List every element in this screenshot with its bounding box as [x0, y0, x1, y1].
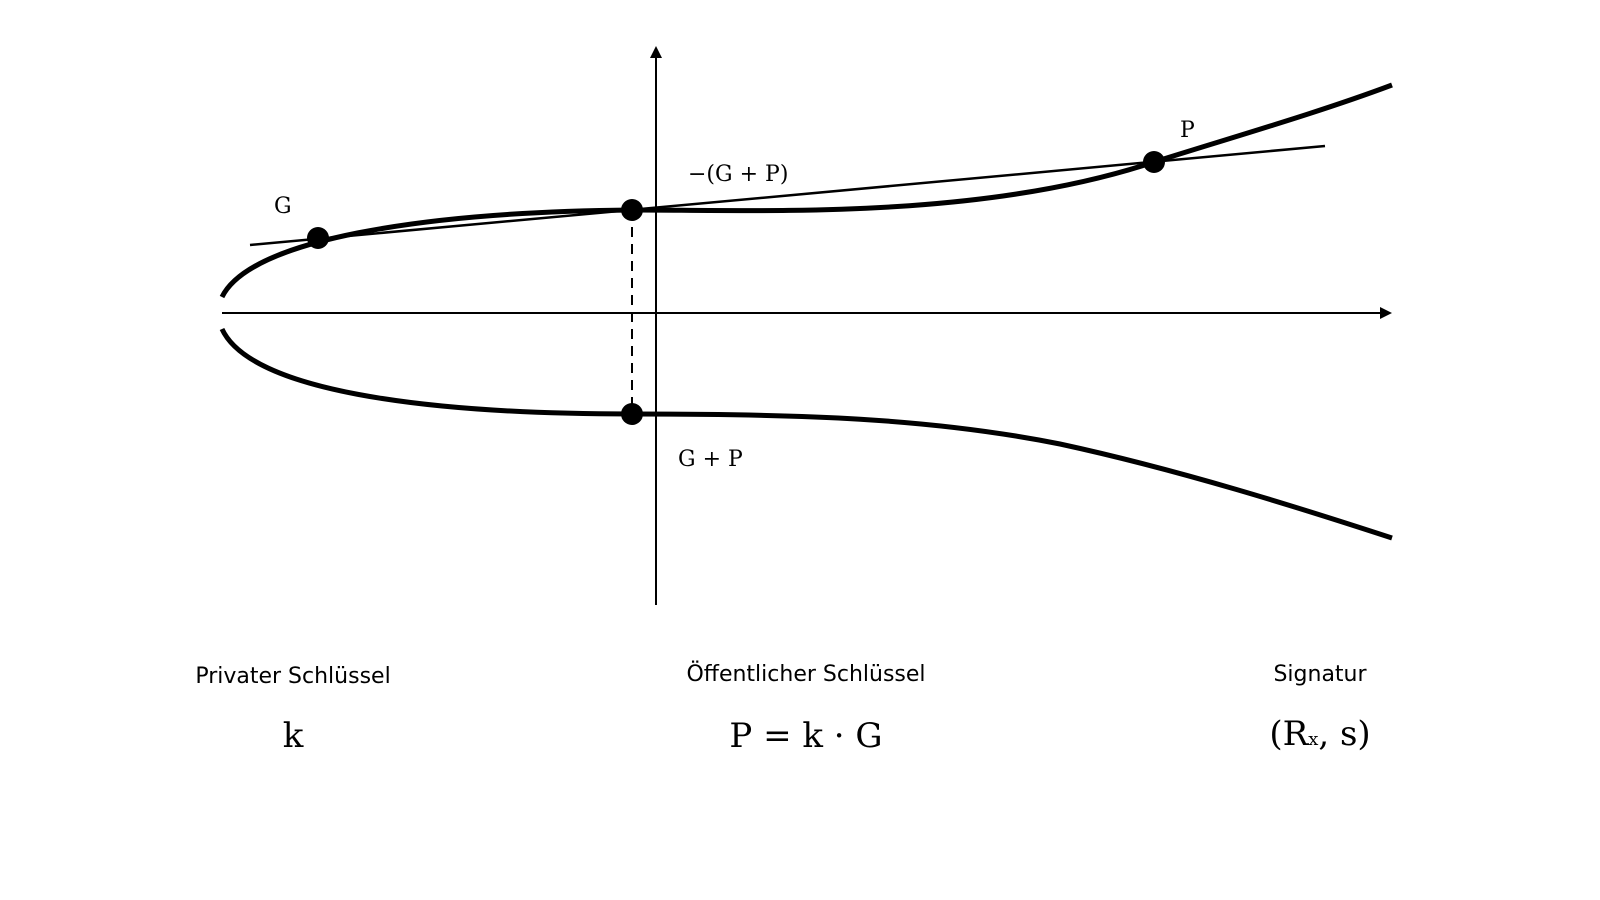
label-g: G: [274, 194, 292, 219]
label-sum: G + P: [678, 447, 743, 472]
point-sum: [621, 403, 643, 425]
label-neg-sum: −(G + P): [688, 162, 788, 187]
public-key-title: Öffentlicher Schlüssel: [686, 662, 926, 687]
curve-upper-branch: [219, 82, 1393, 299]
signature-title: Signatur: [1273, 662, 1367, 687]
public-key-formula: P = k · G: [729, 716, 883, 756]
signature-formula-main: (R: [1269, 714, 1309, 754]
curve-lower-branch: [219, 327, 1393, 541]
signature-formula-sub: x: [1308, 729, 1319, 750]
signature-formula-tail: , s): [1318, 714, 1371, 754]
point-p: [1143, 151, 1165, 173]
private-key-title: Privater Schlüssel: [195, 664, 391, 689]
private-key-formula: k: [282, 716, 304, 756]
point-g: [307, 227, 329, 249]
signature-formula: (Rx, s): [1269, 714, 1370, 754]
point-neg-sum: [621, 199, 643, 221]
label-p: P: [1180, 118, 1195, 143]
